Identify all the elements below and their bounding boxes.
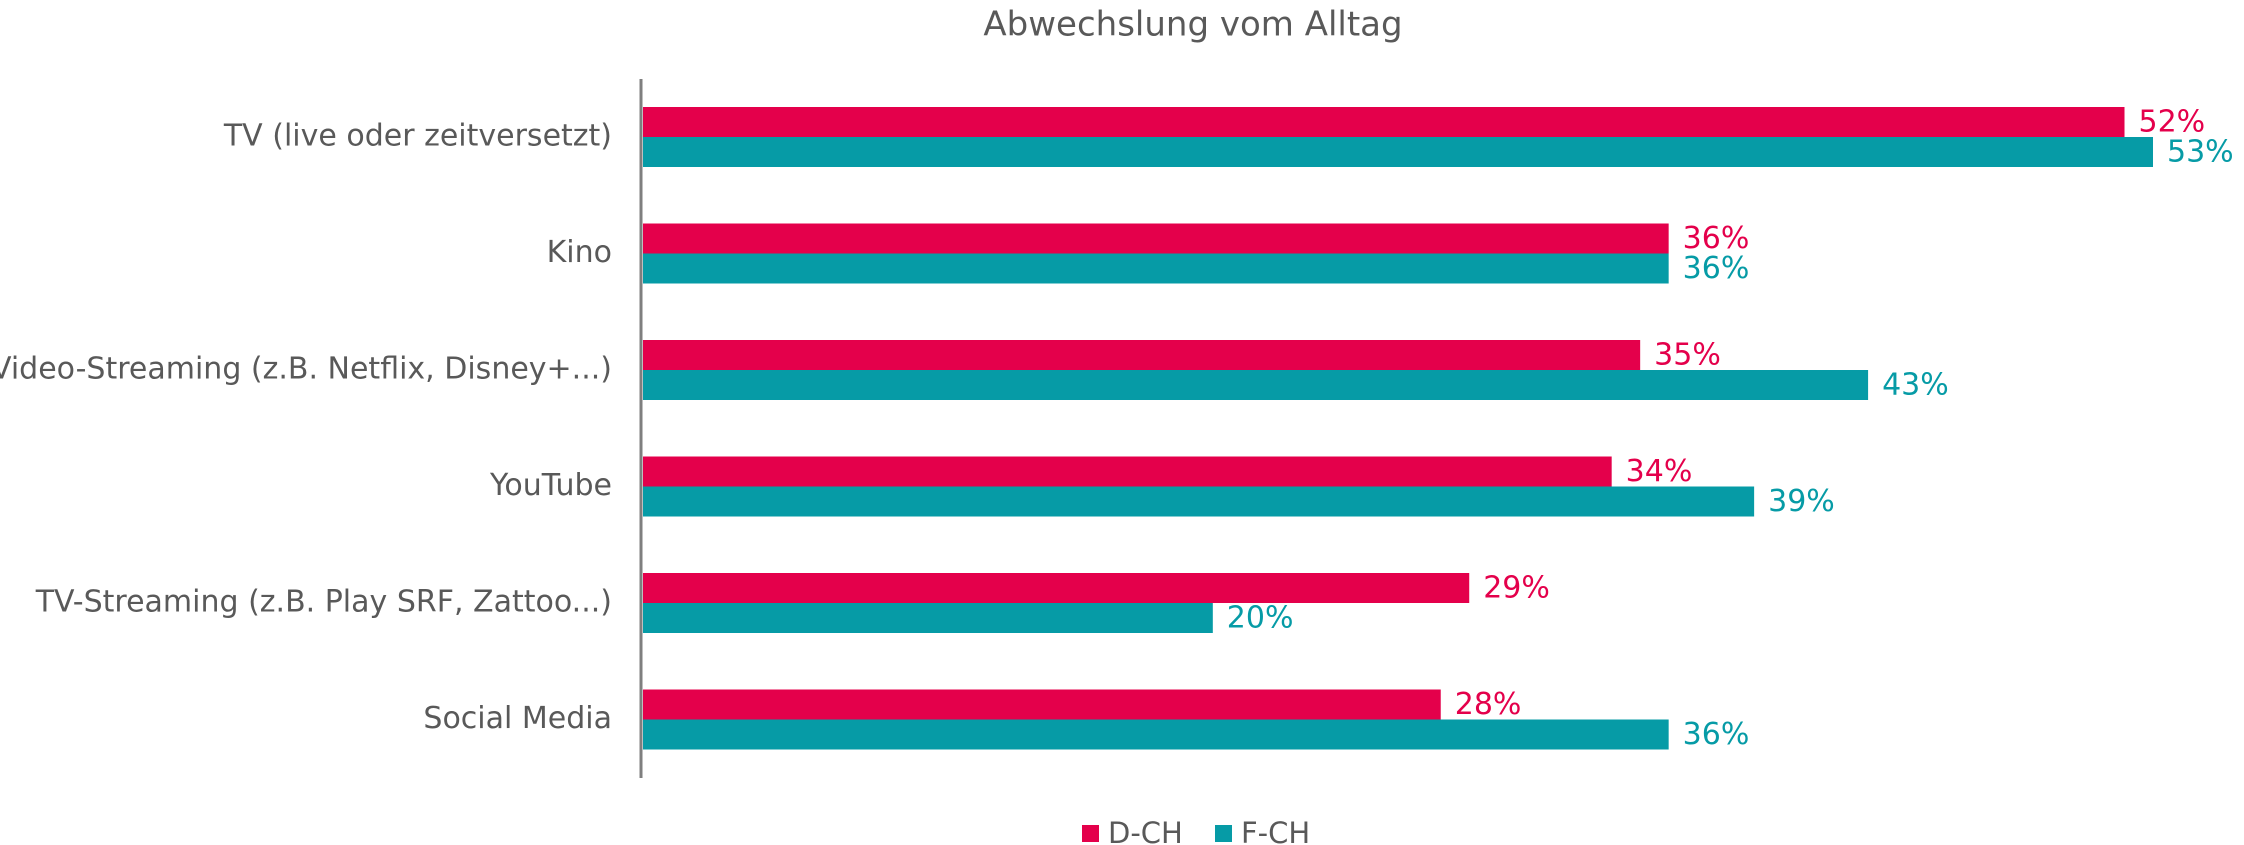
data-label: 29% xyxy=(1483,571,1550,606)
category-label: TV-Streaming (z.B. Play SRF, Zattoo...) xyxy=(35,585,612,620)
bar xyxy=(643,456,1612,487)
data-label: 34% xyxy=(1626,454,1693,489)
legend-swatch xyxy=(1082,825,1099,842)
legend-swatch xyxy=(1215,825,1232,842)
legend-label: D-CH xyxy=(1108,816,1183,845)
bar xyxy=(643,689,1441,720)
data-label: 35% xyxy=(1654,338,1721,373)
bar xyxy=(643,340,1641,370)
data-label: 36% xyxy=(1683,251,1750,286)
bar xyxy=(643,573,1470,603)
bar xyxy=(643,107,2125,137)
bar xyxy=(643,486,1755,517)
legend-label: F-CH xyxy=(1241,816,1310,845)
data-label: 52% xyxy=(2139,105,2206,140)
category-label: YouTube xyxy=(489,468,612,503)
data-label: 36% xyxy=(1683,221,1750,256)
data-label: 20% xyxy=(1227,601,1294,636)
category-label: TV (live oder zeitversetzt) xyxy=(223,119,612,154)
data-label: 28% xyxy=(1455,687,1522,722)
bar xyxy=(643,253,1669,284)
category-label: Kino xyxy=(547,235,612,270)
chart-title: Abwechslung vom Alltag xyxy=(983,5,1402,45)
data-label: 53% xyxy=(2167,135,2234,170)
data-label: 39% xyxy=(1768,484,1835,519)
bar xyxy=(643,603,1213,633)
bar xyxy=(643,719,1669,750)
data-label: 43% xyxy=(1882,368,1949,403)
category-label: Video-Streaming (z.B. Netflix, Disney+..… xyxy=(0,352,612,387)
bar xyxy=(643,370,1869,400)
data-label: 36% xyxy=(1683,717,1750,752)
bar xyxy=(643,137,2153,167)
category-label: Social Media xyxy=(423,701,612,736)
bar xyxy=(643,223,1669,254)
